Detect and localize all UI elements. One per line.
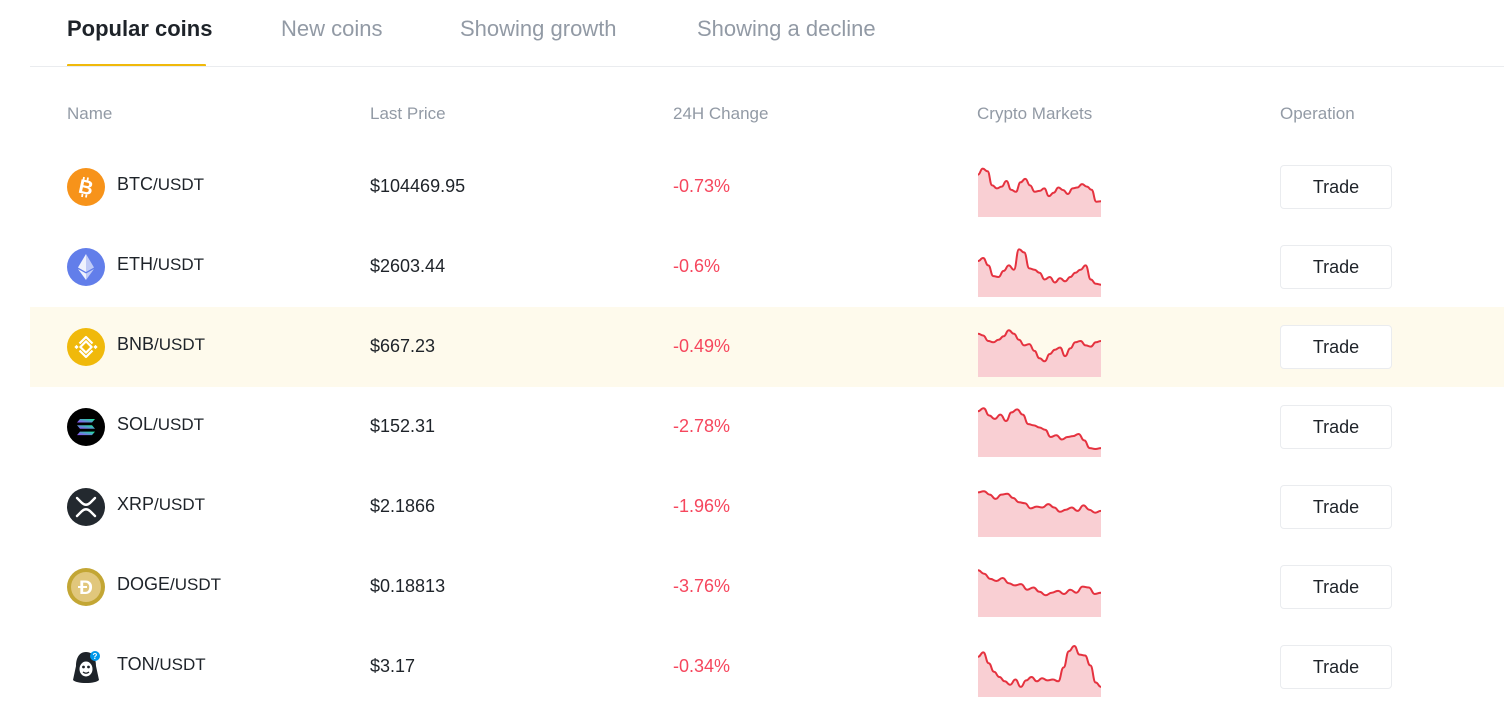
last-price: $104469.95 <box>370 176 466 196</box>
active-tab-indicator <box>67 64 206 67</box>
base-symbol: TON <box>117 654 155 674</box>
base-symbol: XRP <box>117 494 155 514</box>
quote-symbol: /USDT <box>154 335 206 354</box>
quote-symbol: /USDT <box>153 415 205 434</box>
solana-icon <box>67 408 105 446</box>
table-row[interactable]: ? TON/USDT $3.17 -0.34% Trade <box>30 627 1504 707</box>
pair-name: TON/USDT <box>117 654 206 675</box>
sparkline-area <box>978 570 1101 617</box>
table-row[interactable]: BNB/USDT $667.23 -0.49% Trade <box>30 307 1504 387</box>
table-row[interactable]: B BTC/USDT $104469.95 -0.73% Trade <box>30 147 1504 227</box>
sparkline-chart <box>978 407 1101 457</box>
change-24h: -1.96% <box>673 496 731 516</box>
pair-name: XRP/USDT <box>117 494 205 515</box>
sparkline-line <box>978 167 1101 203</box>
sparkline-area <box>978 408 1101 457</box>
pair-name: SOL/USDT <box>117 414 204 435</box>
quote-symbol: /USDT <box>153 255 204 274</box>
pair-name: BNB/USDT <box>117 334 205 355</box>
svg-text:?: ? <box>93 652 98 661</box>
trade-button[interactable]: Trade <box>1280 405 1392 449</box>
change-24h: -0.73% <box>673 176 731 196</box>
sparkline-line <box>978 644 1101 688</box>
trade-button[interactable]: Trade <box>1280 165 1392 209</box>
last-price: $152.31 <box>370 416 436 436</box>
table-row[interactable]: XRP/USDT $2.1866 -1.96% Trade <box>30 467 1504 547</box>
header-operation: Operation <box>1280 104 1355 123</box>
sparkline-line <box>978 407 1101 451</box>
quote-symbol: /USDT <box>170 575 222 594</box>
base-symbol: SOL <box>117 414 154 434</box>
sparkline-chart <box>978 490 1101 537</box>
tab-new-coins[interactable]: New coins <box>281 16 383 41</box>
quote-symbol: /USDT <box>154 495 206 514</box>
sparkline-line <box>978 329 1101 363</box>
sparkline-area <box>978 330 1101 377</box>
svg-text:D: D <box>79 578 93 599</box>
tab-popular-coins[interactable]: Popular coins <box>67 16 213 41</box>
market-tabs: Popular coins New coins Showing growth S… <box>0 0 1504 67</box>
header-name: Name <box>67 104 113 123</box>
last-price: $667.23 <box>370 336 436 356</box>
table-row[interactable]: D DOGE/USDT $0.18813 -3.76% Trade <box>30 547 1504 627</box>
pair-name: BTC/USDT <box>117 174 204 195</box>
quote-symbol: /USDT <box>154 655 206 674</box>
sparkline-line <box>978 569 1101 597</box>
sparkline-line <box>978 248 1101 286</box>
toncoin-icon: ? <box>73 651 100 683</box>
tab-showing-decline[interactable]: Showing a decline <box>697 16 876 41</box>
sparkline-chart <box>978 329 1101 377</box>
last-price: $0.18813 <box>370 576 446 596</box>
table-row[interactable]: SOL/USDT $152.31 -2.78% Trade <box>30 387 1504 467</box>
sparkline-chart <box>978 167 1101 217</box>
base-symbol: DOGE <box>117 574 171 594</box>
last-price: $2603.44 <box>370 256 446 276</box>
quote-symbol: /USDT <box>153 175 204 194</box>
header-24h-change: 24H Change <box>673 104 769 123</box>
sparkline-chart <box>978 248 1101 297</box>
trade-button[interactable]: Trade <box>1280 325 1392 369</box>
sparkline-chart <box>978 569 1101 617</box>
trade-button[interactable]: Trade <box>1280 645 1392 689</box>
header-last-price: Last Price <box>370 104 446 123</box>
header-crypto-markets: Crypto Markets <box>977 104 1093 123</box>
sparkline-area <box>978 168 1101 217</box>
sparkline-area <box>978 491 1101 537</box>
bnb-icon <box>67 328 105 366</box>
sparkline-area <box>978 646 1101 697</box>
dogecoin-icon: D <box>67 568 105 606</box>
change-24h: -3.76% <box>673 576 731 596</box>
ethereum-icon <box>67 248 105 286</box>
table-row[interactable]: ETH/USDT $2603.44 -0.6% Trade <box>30 227 1504 307</box>
base-symbol: BTC <box>117 174 153 194</box>
trade-button[interactable]: Trade <box>1280 565 1392 609</box>
bitcoin-icon: B <box>67 168 105 206</box>
xrp-icon <box>67 488 105 526</box>
pair-name: DOGE/USDT <box>117 574 221 595</box>
base-symbol: BNB <box>117 334 155 354</box>
sparkline-line <box>978 490 1101 514</box>
change-24h: -0.49% <box>673 336 731 356</box>
last-price: $2.1866 <box>370 496 436 516</box>
trade-button[interactable]: Trade <box>1280 485 1392 529</box>
change-24h: -0.6% <box>673 256 721 276</box>
trade-button[interactable]: Trade <box>1280 245 1392 289</box>
svg-text:B: B <box>76 176 95 201</box>
tabs-divider <box>30 66 1504 67</box>
sparkline-chart <box>978 644 1101 697</box>
pair-name: ETH/USDT <box>117 254 204 275</box>
last-price: $3.17 <box>370 656 416 676</box>
tab-showing-growth[interactable]: Showing growth <box>460 16 617 41</box>
change-24h: -0.34% <box>673 656 731 676</box>
base-symbol: ETH <box>117 254 153 274</box>
change-24h: -2.78% <box>673 416 731 436</box>
